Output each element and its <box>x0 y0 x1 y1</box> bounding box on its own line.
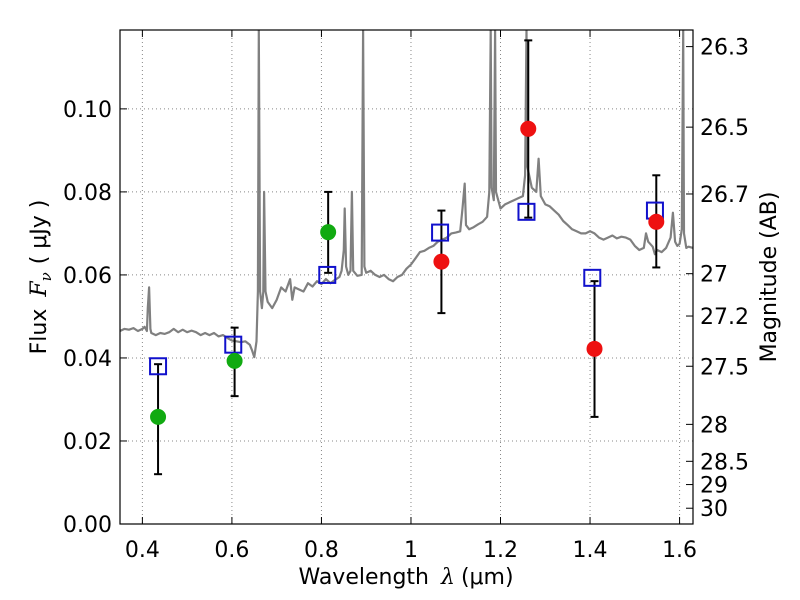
magnitude-tick-label: 26.3 <box>700 36 749 61</box>
x-tick-label: 1 <box>404 538 418 563</box>
x-tick-label: 0.8 <box>304 538 339 563</box>
model-spectrum-line <box>120 30 693 359</box>
x-tick-label: 1.4 <box>573 538 608 563</box>
magnitude-tick-label: 30 <box>700 497 728 522</box>
observed-flux-point <box>648 213 665 230</box>
markers <box>149 39 665 476</box>
x-axis-title-symbol: λ <box>440 565 455 590</box>
model-flux-square <box>431 223 450 242</box>
model-flux-square <box>149 357 168 376</box>
x-axis-title: Wavelength λ (μm) <box>298 565 513 590</box>
model-flux-square <box>224 335 243 354</box>
y-tick-label: 0.06 <box>63 264 112 289</box>
observed-flux-point <box>586 340 603 357</box>
model-flux-square <box>517 202 536 221</box>
y-axis-title-text: Flux <box>27 309 52 355</box>
y-axis-title: Flux Fν ( μJy ) <box>27 200 55 355</box>
x-axis-title-unit: (μm) <box>461 565 514 590</box>
magnitude-tick-label: 27 <box>700 263 728 288</box>
model-flux-square <box>318 265 337 284</box>
ticks: 0.4 0.6 0.8 1 1.2 1.4 1.6 0.00 0.02 0.04 0.06 0.08 0… <box>63 30 749 563</box>
y-axis-title-subscript: ν <box>37 272 55 281</box>
observed-flux-point <box>150 408 167 425</box>
magnitude-tick-label: 27.5 <box>700 355 749 380</box>
y-tick-label: 0.08 <box>63 181 112 206</box>
magnitude-tick-label: 28 <box>700 413 728 438</box>
x-axis-title-text: Wavelength <box>298 565 429 590</box>
observed-flux-point <box>433 253 450 270</box>
y-axis-title-unit: ( μJy ) <box>27 200 52 265</box>
y-tick-label: 0.00 <box>63 513 112 538</box>
magnitude-tick-label: 26.5 <box>700 116 749 141</box>
y-tick-label: 0.02 <box>63 430 112 455</box>
x-tick-label: 1.2 <box>483 538 518 563</box>
plot-area <box>120 30 693 359</box>
magnitude-tick-label: 29 <box>700 474 728 499</box>
magnitude-axis-title: Magnitude (AB) <box>757 192 782 363</box>
y-tick-label: 0.04 <box>63 347 112 372</box>
magnitude-tick-label: 28.5 <box>700 450 749 475</box>
observed-flux-point <box>520 120 537 137</box>
x-tick-label: 1.6 <box>662 538 697 563</box>
y-tick-label: 0.10 <box>63 98 112 123</box>
magnitude-tick-label: 26.7 <box>700 183 749 208</box>
observed-flux-point <box>226 352 243 369</box>
x-tick-label: 0.4 <box>125 538 160 563</box>
x-tick-label: 0.6 <box>214 538 249 563</box>
model-flux-square <box>583 268 602 287</box>
plot-frame <box>119 29 694 525</box>
magnitude-tick-label: 27.2 <box>700 305 749 330</box>
observed-flux-point <box>320 224 337 241</box>
y-axis-title-symbol: F <box>27 281 52 298</box>
